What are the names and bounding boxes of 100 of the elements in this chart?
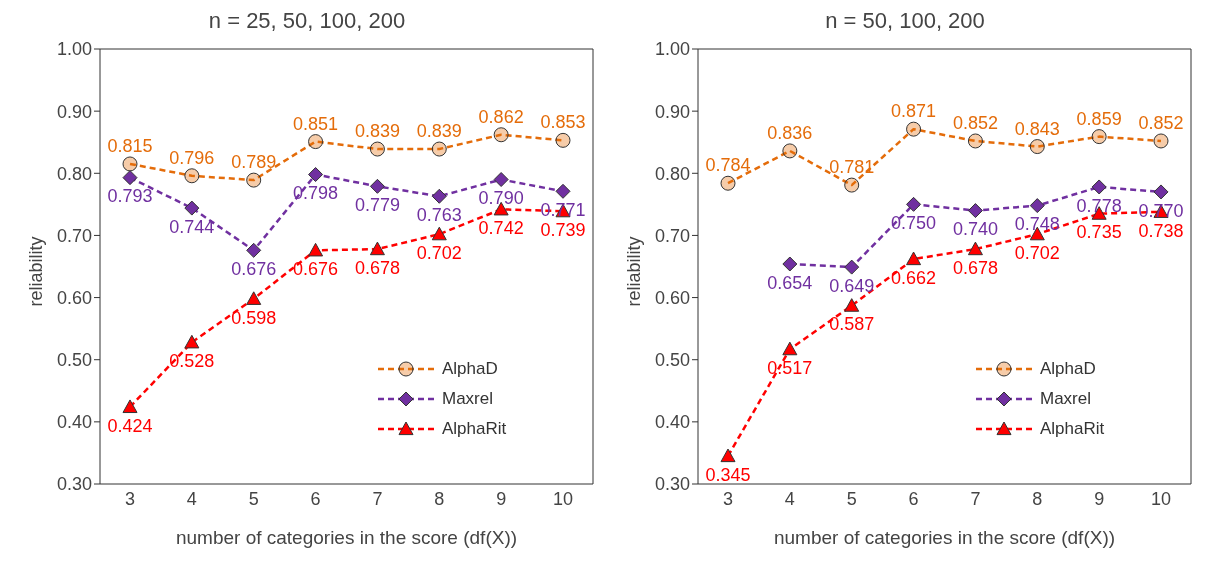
data-label: 0.750 xyxy=(891,213,937,234)
point xyxy=(122,399,138,414)
point xyxy=(906,121,922,137)
data-label: 0.702 xyxy=(1014,242,1060,263)
data-label: 0.793 xyxy=(107,186,153,207)
x-tick-label: 6 xyxy=(310,488,321,509)
x-tick-label: 5 xyxy=(846,488,857,509)
point xyxy=(122,156,138,172)
legend-label: Maxrel xyxy=(1040,389,1092,409)
point xyxy=(493,127,509,143)
x-tick-label: 7 xyxy=(970,488,981,509)
point xyxy=(493,172,509,187)
point xyxy=(246,242,262,258)
data-label: 0.778 xyxy=(1076,195,1122,216)
data-label: 0.742 xyxy=(478,218,524,239)
data-label: 0.740 xyxy=(952,219,998,240)
data-label: 0.839 xyxy=(416,121,462,142)
data-label: 0.790 xyxy=(478,188,524,209)
data-label: 0.748 xyxy=(1014,214,1060,235)
data-label: 0.678 xyxy=(952,257,998,278)
data-label: 0.654 xyxy=(767,272,813,293)
data-label: 0.836 xyxy=(767,122,813,143)
point xyxy=(369,141,385,157)
chart-title: n = 25, 50, 100, 200 xyxy=(207,8,407,35)
point xyxy=(431,141,447,157)
point xyxy=(184,168,200,184)
point xyxy=(844,177,860,193)
data-label: 0.851 xyxy=(293,113,339,134)
x-tick-label: 3 xyxy=(124,488,136,509)
x-tick-label: 6 xyxy=(908,488,919,509)
y-tick-label: 0.50 xyxy=(654,350,690,371)
x-tick-label: 10 xyxy=(1150,488,1172,509)
y-tick-label: 1.00 xyxy=(654,39,690,60)
data-label: 0.676 xyxy=(231,259,277,280)
data-label: 0.852 xyxy=(1138,112,1184,133)
x-tick-label: 9 xyxy=(1094,488,1105,509)
data-label: 0.839 xyxy=(354,121,400,142)
data-label: 0.853 xyxy=(540,112,586,133)
point xyxy=(1091,129,1107,145)
y-tick-label: 1.00 xyxy=(56,39,92,60)
point xyxy=(308,134,324,150)
data-label: 0.662 xyxy=(891,267,937,288)
y-tick-label: 0.90 xyxy=(654,101,690,122)
chart-title: n = 50, 100, 200 xyxy=(824,8,986,35)
x-tick-label: 5 xyxy=(248,488,259,509)
point xyxy=(122,170,138,186)
point xyxy=(967,203,983,219)
x-axis-title: number of categories in the score (df(X)) xyxy=(175,527,518,548)
y-tick-label: 0.30 xyxy=(56,474,92,495)
point xyxy=(844,259,860,275)
data-label: 0.798 xyxy=(293,183,339,204)
y-tick-label: 0.80 xyxy=(56,163,92,184)
point xyxy=(720,448,736,463)
point xyxy=(720,175,736,191)
point xyxy=(1091,179,1107,195)
point xyxy=(246,291,262,305)
y-axis-title: reliability xyxy=(26,236,47,307)
y-axis-title: reliability xyxy=(624,236,645,307)
data-label: 0.859 xyxy=(1076,108,1122,129)
y-tick-label: 0.30 xyxy=(654,474,690,495)
data-label: 0.789 xyxy=(231,152,277,173)
point xyxy=(369,241,385,256)
x-tick-label: 4 xyxy=(186,488,197,509)
point xyxy=(967,241,983,256)
data-label: 0.779 xyxy=(354,195,400,216)
legend-label: AlphaD xyxy=(1040,359,1096,379)
legend-label: AlphaD xyxy=(442,359,498,379)
point xyxy=(431,188,447,204)
point xyxy=(782,341,798,356)
x-axis-title: number of categories in the score (df(X)) xyxy=(773,527,1116,548)
point xyxy=(369,178,385,194)
data-label: 0.424 xyxy=(107,415,153,436)
point xyxy=(1153,184,1169,200)
data-label: 0.744 xyxy=(169,216,215,237)
y-tick-label: 0.70 xyxy=(654,225,690,246)
point xyxy=(844,298,860,312)
data-label: 0.587 xyxy=(829,314,875,335)
data-label: 0.528 xyxy=(169,351,215,372)
point xyxy=(308,242,324,257)
data-label: 0.678 xyxy=(354,257,400,278)
legend-label: AlphaRit xyxy=(442,419,507,439)
point xyxy=(906,251,922,266)
x-tick-label: 3 xyxy=(722,488,734,509)
data-label: 0.843 xyxy=(1014,118,1060,139)
x-tick-label: 8 xyxy=(1032,488,1043,509)
x-tick-label: 10 xyxy=(552,488,574,509)
y-tick-label: 0.40 xyxy=(56,412,92,433)
point xyxy=(782,256,798,272)
data-label: 0.739 xyxy=(540,219,586,240)
x-tick-label: 7 xyxy=(372,488,383,509)
data-label: 0.345 xyxy=(705,464,751,485)
y-tick-label: 0.50 xyxy=(56,350,92,371)
data-label: 0.649 xyxy=(829,275,875,296)
point xyxy=(184,334,200,349)
y-tick-label: 0.70 xyxy=(56,225,92,246)
data-label: 0.781 xyxy=(829,157,875,178)
data-label: 0.702 xyxy=(416,242,462,263)
point xyxy=(782,143,798,159)
data-label: 0.517 xyxy=(767,357,813,378)
data-label: 0.763 xyxy=(416,205,462,226)
